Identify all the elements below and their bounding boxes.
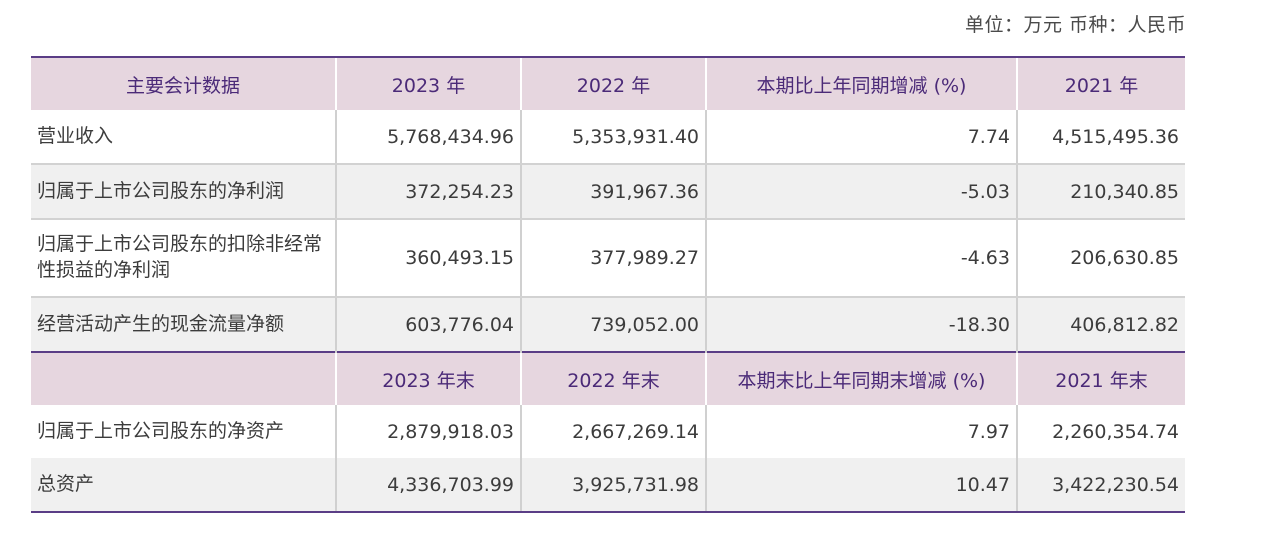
- value-change: 7.97: [705, 405, 1017, 458]
- table-header-row: 主要会计数据 2023 年 2022 年 本期比上年同期增减 (%) 2021 …: [31, 56, 1185, 110]
- header-2023: 2023 年: [335, 56, 521, 110]
- value-2023: 360,493.15: [335, 219, 521, 298]
- unit-currency-note: 单位：万元 币种：人民币: [964, 14, 1186, 36]
- table-row: 归属于上市公司股东的扣除非经常性损益的净利润 360,493.15 377,98…: [31, 219, 1185, 298]
- header-2021-end: 2021 年末: [1016, 351, 1185, 405]
- value-2022: 3,925,731.98: [520, 458, 706, 513]
- value-2023: 603,776.04: [335, 297, 521, 352]
- header-2023-end: 2023 年末: [335, 351, 521, 405]
- value-2023: 4,336,703.99: [335, 458, 521, 513]
- value-2022: 5,353,931.40: [520, 110, 706, 165]
- header-2021: 2021 年: [1016, 56, 1185, 110]
- value-change: -18.30: [705, 297, 1017, 352]
- value-2023: 372,254.23: [335, 164, 521, 220]
- value-2021: 206,630.85: [1016, 219, 1185, 298]
- value-change: 7.74: [705, 110, 1017, 165]
- row-label: 经营活动产生的现金流量净额: [31, 297, 336, 352]
- row-label: 归属于上市公司股东的扣除非经常性损益的净利润: [31, 219, 336, 298]
- value-2022: 739,052.00: [520, 297, 706, 352]
- row-label: 归属于上市公司股东的净利润: [31, 164, 336, 220]
- value-2021: 4,515,495.36: [1016, 110, 1185, 165]
- value-change: 10.47: [705, 458, 1017, 513]
- value-2021: 2,260,354.74: [1016, 405, 1185, 458]
- key-accounting-data-table: 主要会计数据 2023 年 2022 年 本期比上年同期增减 (%) 2021 …: [31, 56, 1185, 513]
- value-2021: 210,340.85: [1016, 164, 1185, 220]
- header-item: 主要会计数据: [31, 56, 336, 110]
- value-change: -5.03: [705, 164, 1017, 220]
- value-2023: 5,768,434.96: [335, 110, 521, 165]
- value-2023: 2,879,918.03: [335, 405, 521, 458]
- row-label: 归属于上市公司股东的净资产: [37, 419, 285, 442]
- value-2021: 406,812.82: [1016, 297, 1185, 352]
- row-label: 营业收入: [31, 110, 336, 165]
- header-2022-end: 2022 年末: [520, 351, 706, 405]
- header-change: 本期比上年同期增减 (%): [705, 56, 1017, 110]
- table-subheader-row: 2023 年末 2022 年末 本期末比上年同期末增减 (%) 2021 年末: [31, 351, 1185, 405]
- value-2022: 377,989.27: [520, 219, 706, 298]
- value-2022: 2,667,269.14: [520, 405, 706, 458]
- value-2021: 3,422,230.54: [1016, 458, 1185, 513]
- table-row: 营业收入 5,768,434.96 5,353,931.40 7.74 4,51…: [31, 110, 1185, 165]
- value-change: -4.63: [705, 219, 1017, 298]
- table-row: 归属于上市公司股东的净资产 2,879,918.03 2,667,269.14 …: [31, 405, 1185, 458]
- header-item: [31, 351, 336, 405]
- row-label: 总资产: [31, 458, 336, 513]
- table-row: 总资产 4,336,703.99 3,925,731.98 10.47 3,42…: [31, 458, 1185, 513]
- header-2022: 2022 年: [520, 56, 706, 110]
- table-row: 归属于上市公司股东的净利润 372,254.23 391,967.36 -5.0…: [31, 164, 1185, 220]
- table-row: 经营活动产生的现金流量净额 603,776.04 739,052.00 -18.…: [31, 297, 1185, 352]
- value-2022: 391,967.36: [520, 164, 706, 220]
- header-change-end: 本期末比上年同期末增减 (%): [705, 351, 1017, 405]
